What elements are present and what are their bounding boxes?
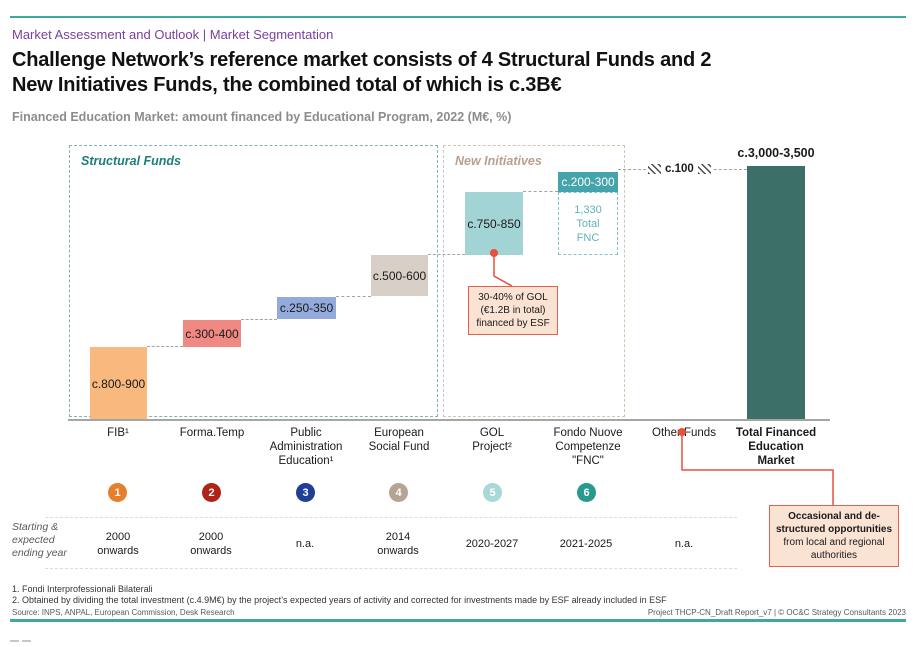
bar-total — [747, 166, 805, 420]
marker-number: 3 — [302, 486, 309, 499]
page-mark-dash — [22, 640, 31, 642]
connector-line — [336, 296, 371, 297]
year-value-esf: 2014 onwards — [377, 531, 419, 557]
page-marks — [10, 629, 34, 647]
bar-esf: c.500-600 — [371, 255, 428, 296]
connector-line — [523, 191, 558, 192]
chart-subtitle: Financed Education Market: amount financ… — [12, 110, 512, 124]
other-funds-callout: Occasional and de- structured opportunit… — [769, 505, 899, 567]
marker-number: 1 — [114, 486, 121, 499]
category-label-gol: GOL Project² — [472, 427, 512, 453]
structural-funds-group-label: Structural Funds — [81, 154, 182, 168]
breadcrumb: Market Assessment and Outlook | Market S… — [12, 27, 334, 42]
footnote-2: 2. Obtained by dividing the total invest… — [12, 595, 667, 605]
year-value-fib: 2000 onwards — [97, 531, 139, 557]
year-value-fnc: 2021-2025 — [559, 538, 613, 550]
marker-number: 4 — [395, 486, 402, 499]
year-row-label: Starting & expected ending year — [12, 521, 67, 559]
bottom-rule — [10, 619, 906, 622]
footnote-1: 1. Fondi Interprofessionali Bilaterali — [12, 584, 153, 594]
row-separator — [45, 517, 737, 518]
category-label-forma-temp: Forma.Temp — [179, 427, 245, 439]
other-funds-callout-regular-text: from local and regional authorities — [783, 537, 885, 561]
bar-fnc: c.200-300 — [558, 172, 618, 192]
bar-public-admin-value: c.250-350 — [279, 301, 334, 315]
category-label-public-admin: Public Administration Education¹ — [269, 427, 343, 467]
other-funds-value: c.100 — [665, 163, 694, 175]
new-initiatives-group-label: New Initiatives — [455, 154, 542, 168]
category-label-fib: FIB¹ — [107, 427, 129, 439]
year-value-gol: 2020-2027 — [465, 538, 519, 550]
other-funds-value-chip: c.100 — [646, 161, 713, 177]
program-marker-2: 2 — [202, 483, 221, 502]
program-marker-4: 4 — [389, 483, 408, 502]
hatch-icon — [697, 164, 711, 174]
bar-forma-temp: c.300-400 — [183, 320, 241, 347]
marker-number: 5 — [489, 486, 496, 499]
program-marker-3: 3 — [296, 483, 315, 502]
year-value-public-admin: n.a. — [295, 538, 315, 550]
page-title: Challenge Network’s reference market con… — [12, 49, 712, 96]
bar-fib: c.800-900 — [90, 347, 147, 420]
bar-fnc-value: c.200-300 — [561, 175, 615, 189]
bar-gol-value: c.750-850 — [467, 216, 521, 231]
bar-gol: c.750-850 — [465, 192, 523, 255]
project-footer: Project THCP-CN_Draft Report_v7 | © OC&C… — [647, 608, 906, 617]
structural-funds-group-box: Structural Funds — [69, 145, 438, 417]
connector-line — [428, 254, 465, 255]
new-initiatives-group-box: New Initiatives — [443, 145, 625, 417]
marker-number: 6 — [583, 486, 590, 499]
top-rule — [10, 16, 906, 18]
other-funds-callout-bold-text: Occasional and de- structured opportunit… — [775, 511, 893, 535]
total-bar-value: c.3,000-3,500 — [737, 146, 815, 160]
connector-line — [147, 346, 183, 347]
category-label-other-funds: Other Funds — [652, 427, 716, 439]
program-marker-5: 5 — [483, 483, 502, 502]
connector-line — [241, 319, 277, 320]
hatch-icon — [648, 164, 661, 174]
x-axis — [68, 419, 830, 421]
source-note: Source: INPS, ANPAL, European Commission… — [12, 608, 235, 617]
page-mark-dash — [10, 640, 19, 642]
program-marker-6: 6 — [577, 483, 596, 502]
marker-number: 2 — [208, 486, 215, 499]
bar-public-admin: c.250-350 — [277, 297, 336, 319]
bar-fib-value: c.800-900 — [91, 376, 146, 391]
fnc-total-note-box: 1,330 Total FNC — [558, 192, 618, 255]
bar-forma-temp-value: c.300-400 — [185, 326, 239, 341]
bar-esf-value: c.500-600 — [372, 268, 427, 283]
gol-callout: 30-40% of GOL (€1.2B in total) financed … — [468, 286, 558, 335]
category-label-total: Total Financed Education Market — [735, 427, 817, 467]
row-separator — [45, 568, 737, 569]
year-value-forma-temp: 2000 onwards — [190, 531, 232, 557]
program-marker-1: 1 — [108, 483, 127, 502]
category-label-fnc: Fondo Nuove Competenze "FNC" — [553, 427, 623, 467]
category-label-esf: European Social Fund — [368, 427, 430, 453]
year-value-other-funds: n.a. — [674, 538, 694, 550]
